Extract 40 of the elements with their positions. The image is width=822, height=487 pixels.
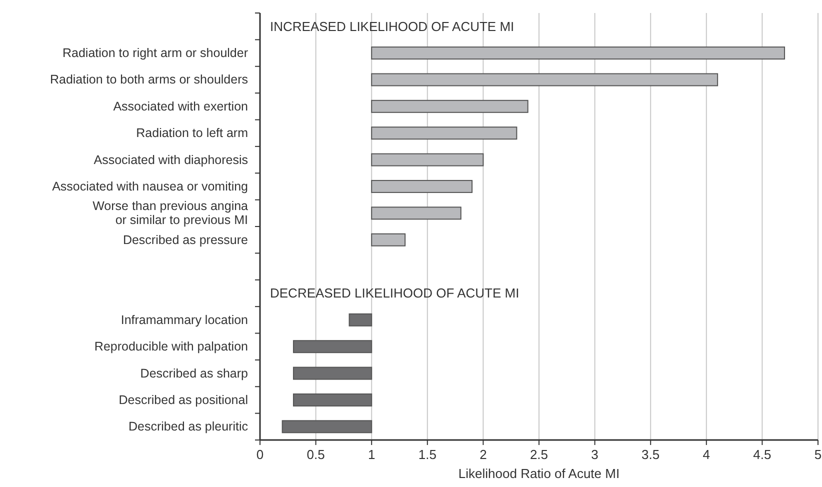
- bar: [371, 153, 484, 166]
- x-axis-title: Likelihood Ratio of Acute MI: [458, 466, 620, 481]
- y-tick-label: Associated with exertion: [113, 99, 248, 114]
- x-tick-label: 0: [256, 447, 264, 462]
- x-tick-label: 3: [591, 447, 598, 462]
- bar: [282, 420, 372, 434]
- x-tick-label: 2.5: [530, 447, 548, 462]
- y-tick-label: Associated with nausea or vomiting: [52, 179, 248, 194]
- x-tick-label: 3.5: [642, 447, 660, 462]
- y-tick-label: Described as pleuritic: [128, 420, 248, 434]
- bar: [371, 126, 518, 140]
- x-tick-label: 4: [702, 447, 710, 462]
- annotation: DECREASED LIKELIHOOD OF ACUTE MI: [270, 286, 520, 301]
- x-tick-label: 0.5: [306, 447, 325, 462]
- y-tick-label: Described as positional: [118, 392, 248, 407]
- y-tick-label: Inframammary location: [120, 312, 248, 327]
- bar: [371, 46, 786, 60]
- y-tick-label: Reproducible with palpation: [94, 340, 248, 354]
- bar: [371, 206, 462, 220]
- bar: [371, 233, 406, 246]
- x-tick-label: 4.5: [753, 447, 772, 462]
- y-tick-label: Radiation to both arms or shoulders: [50, 72, 248, 87]
- bar: [371, 100, 528, 113]
- x-tick-label: 5: [814, 447, 822, 462]
- bar: [371, 180, 473, 193]
- annotation: INCREASED LIKELIHOOD OF ACUTE MI: [270, 18, 514, 34]
- y-tick-label: Worse than previous angina or similar to previous MI: [92, 199, 248, 228]
- bar: [292, 366, 372, 380]
- y-tick-label: Radiation to left arm: [136, 126, 248, 140]
- bar: [371, 73, 718, 86]
- bar: [292, 340, 372, 354]
- y-tick-label: Radiation to right arm or shoulder: [62, 46, 248, 60]
- x-tick-label: 1: [368, 447, 376, 462]
- y-tick-label: Described as pressure: [122, 232, 248, 247]
- x-tick-label: 1.5: [418, 447, 436, 462]
- y-tick-label: Associated with diaphoresis: [94, 152, 248, 167]
- bar: [292, 393, 372, 406]
- x-tick-label: 2: [480, 447, 487, 462]
- bar: [348, 313, 372, 326]
- y-tick-label: Described as sharp: [140, 366, 248, 380]
